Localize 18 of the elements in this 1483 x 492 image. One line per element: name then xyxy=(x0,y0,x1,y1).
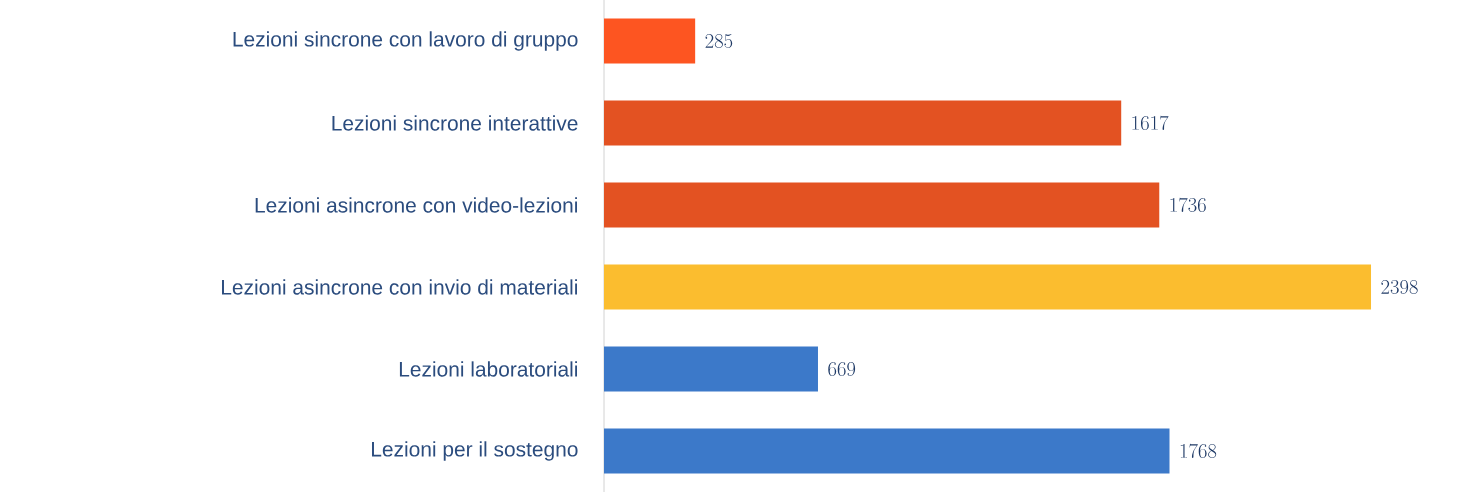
y-tick-label: Lezioni asincrone con video-lezioni xyxy=(255,197,577,213)
y-tick-label: Lezioni sincrone con lavoro di gruppo xyxy=(233,31,578,51)
bar xyxy=(604,18,696,64)
bar xyxy=(604,182,1160,228)
bar xyxy=(604,428,1170,474)
y-tick-label: Lezioni per il sostegno xyxy=(372,441,578,461)
bar xyxy=(604,264,1372,310)
y-tick-label: Lezioni sincrone interattive xyxy=(332,115,578,131)
y-tick-label: Lezioni laboratoriali xyxy=(399,361,577,377)
data-label: 1617 xyxy=(1132,115,1169,130)
bar xyxy=(604,346,818,392)
bar xyxy=(604,100,1122,146)
data-label: 669 xyxy=(828,362,856,376)
data-label: 285 xyxy=(705,34,733,48)
data-label: 1768 xyxy=(1180,443,1217,458)
y-tick-label: Lezioni asincrone con invio di materiali xyxy=(222,279,577,295)
data-label: 2398 xyxy=(1381,280,1418,294)
data-label: 1736 xyxy=(1170,197,1206,212)
